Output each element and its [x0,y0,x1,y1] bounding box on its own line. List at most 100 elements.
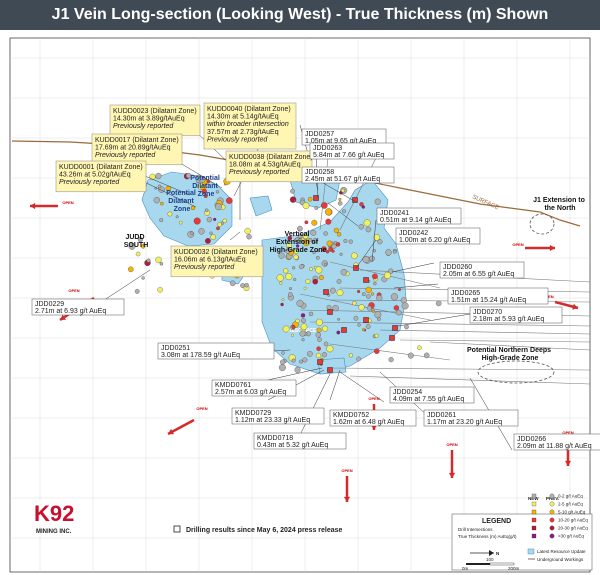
hole-label-box-jdd241 [376,207,462,225]
intersection-dot [356,356,362,362]
intersection-dot [303,286,307,290]
callout-box-kudd40 [203,102,297,150]
intersection-dot [335,242,341,247]
footnote: Drilling results since May 6, 2024 press… [186,527,343,534]
intersection-dot [339,252,343,256]
hole-result: 2.09m at 11.88 g/t AuEq [517,443,592,450]
intersection-dot [160,201,164,206]
intersection-dot [407,352,414,359]
intersection-dot [287,235,292,241]
intersection-dot [377,239,383,245]
intersection-dot [246,234,252,240]
intersection-dot [149,173,156,180]
intersection-dot [337,201,343,206]
callout-line: Previously reported [174,264,235,271]
intersection-dot [348,353,353,358]
intersection-dot [371,310,375,313]
intersection-dot [351,252,358,260]
new-intersection [363,317,369,323]
hole-label-box-jdd266 [513,433,600,451]
hole-id: JDD0265 [451,290,480,297]
new-intersection [392,325,398,331]
hole-id: JDD0261 [427,412,456,419]
northern-deeps-ellipse [477,360,555,384]
intersection-dot [392,250,397,254]
intersection-dot [336,279,342,284]
intersection-dot [204,208,209,213]
callout-line: KUDD0017 (Dilatant Zone) [95,137,179,144]
callout-line: 14.30m at 3.89g/tAuEq [113,116,185,123]
scale-bar-a [466,563,490,565]
intersection-dot [285,273,293,281]
intersection-dot [315,266,323,274]
new-intersection [327,367,333,373]
intersection-dot [401,302,409,310]
hole-id: JDD0266 [517,436,546,443]
leader-line [397,313,471,327]
legend-prev-swatch [549,517,555,523]
new-intersection [313,195,319,201]
callout-line: Previously reported [113,123,174,130]
hole-result: 1.05m at 9.65 g/t AuEq [305,138,376,145]
intersection-dot [385,249,392,256]
callout-box-kudd38 [225,150,313,183]
north-label: N [496,551,499,556]
intersection-dot [312,238,318,244]
intersection-dot [291,333,294,337]
legend: LEGEND NEW PREV. Drill Intersections Tru… [451,494,593,571]
intersection-dot [362,256,370,263]
intersection-dot [288,292,293,297]
hole-result: 0.43m at 5.32 g/t AuEq [257,442,328,449]
legend-new-swatch [531,517,537,523]
hole-id: JDD0254 [393,389,422,396]
drill-trace [379,329,591,335]
drill-trace [329,343,451,361]
intersection-dot [209,231,213,235]
intersection-dot [348,239,353,244]
hole-label-box-kmdd752 [329,409,417,427]
footnote-checkbox [173,525,181,533]
intersection-dot [323,341,329,347]
intersection-dot [326,240,333,247]
intersection-dot [295,244,300,248]
callout-line: Previously reported [95,152,156,159]
intersection-dot [308,311,314,317]
hole-id: KMDD0752 [333,412,369,419]
intersection-dot [395,309,402,316]
open-arrow-head [572,303,578,310]
intersection-dot [337,317,340,321]
intersection-dot [329,287,336,294]
potential-dilatant-label: Potential Dilatant Zone [190,175,222,198]
intersection-dot [153,196,160,204]
intersection-dot [140,244,146,249]
intersection-dot [193,217,201,225]
open-arrows: OPENOPENOPENOPENOPENOPENOPENOPENOPEN [30,200,579,502]
legend-prev-swatch [549,509,555,515]
intersection-dot [244,283,249,288]
drill-trace [429,341,591,351]
hole-label-box-kmdd718 [253,432,347,450]
legend-prev-swatch [549,533,555,539]
intersection-dot [155,172,162,180]
callout-line: 43.26m at 5.02g/tAuEq [59,172,131,179]
intersection-dot [205,238,211,244]
intersection-dot [342,209,346,214]
intersection-dot [302,233,309,240]
intersection-dot [244,227,251,235]
intersection-dot [294,366,301,373]
intersection-dot [398,288,401,291]
drill-trace [349,375,591,385]
intersection-dot [315,332,321,338]
intersection-dot [299,330,306,337]
intersection-dot [196,174,201,179]
intersection-dot [135,251,141,257]
intersection-dot [300,323,308,330]
intersection-dot [226,197,233,204]
intersection-dot [315,352,322,359]
new-intersection [389,335,395,341]
drill-trace [329,367,591,371]
new-intersection [352,197,358,203]
callout-line: KUDD0001 (Dilatant Zone) [59,164,143,171]
